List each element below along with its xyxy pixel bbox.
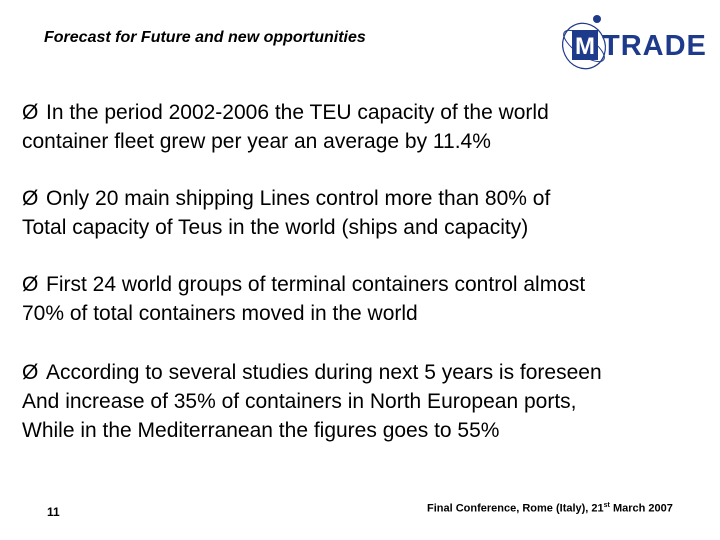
bullet-text-line: While in the Mediterranean the figures g… [22,419,500,442]
bullet-text-line: First 24 world groups of terminal contai… [46,273,586,296]
logo-mark: M [575,33,595,60]
footer-conference-suffix: March 2007 [609,502,673,515]
footer-conference-prefix: Final Conference, Rome (Italy), 21 [427,502,604,515]
bullet-item: Ø In the period 2002-2006 the TEU capacit… [22,98,702,156]
page-title: Forecast for Future and new opportunitie… [44,29,366,46]
bullet-text-line: And increase of 35% of containers in Nor… [22,390,577,413]
logo-text: TRADE [602,30,707,62]
page-number: 11 [47,505,60,519]
bullet-text-line: container fleet grew per year an average… [22,130,491,153]
bullet-arrow-icon: Ø [22,187,39,210]
mtrade-logo: M TRADE [560,10,718,72]
bullet-arrow-icon: Ø [22,273,39,296]
bullet-item: Ø According to several studies during nex… [22,358,702,445]
bullet-item: Ø First 24 world groups of terminal conta… [22,270,702,328]
bullet-arrow-icon: Ø [22,361,39,384]
bullet-arrow-icon: Ø [22,101,39,124]
bullet-item: Ø Only 20 main shipping Lines control mor… [22,184,702,242]
bullet-text-line: Total capacity of Teus in the world (shi… [22,216,529,239]
bullet-text-line: In the period 2002-2006 the TEU capacity… [46,101,549,124]
footer-conference: Final Conference, Rome (Italy), 21st Mar… [427,502,673,515]
bullet-text-line: Only 20 main shipping Lines control more… [46,187,551,210]
bullet-text-line: According to several studies during next… [46,361,602,384]
bullet-text-line: 70% of total containers moved in the wor… [22,302,418,325]
footer-conference-sup: st [603,502,610,509]
